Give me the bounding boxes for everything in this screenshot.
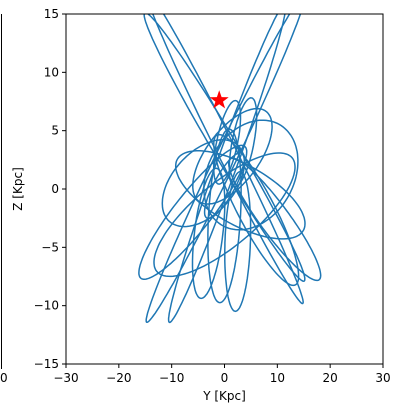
x-tick-label: 20 (323, 371, 338, 385)
orbit-loop (203, 119, 299, 231)
orbit-loop (167, 14, 286, 324)
x-axis-label: Y [Kpc] (202, 389, 246, 403)
orbit-loop (191, 167, 226, 300)
y-tick-label: −5 (41, 240, 59, 254)
orbit-loop (228, 97, 258, 188)
y-tick-label: −15 (34, 357, 59, 371)
orbit-loop (153, 152, 296, 278)
y-axis-label: Z [Kpc] (11, 167, 25, 210)
x-tick-label: −30 (53, 371, 78, 385)
orbit-loop (212, 99, 242, 185)
left-panel-tick-label: 30 (0, 371, 8, 385)
y-tick-label: 0 (51, 182, 59, 196)
x-tick-label: −10 (159, 371, 184, 385)
x-tick-label: 30 (375, 371, 390, 385)
x-axis: −30 −20 −10 0 10 20 30 (53, 364, 391, 385)
x-tick-label: −20 (106, 371, 131, 385)
orbit-loop (145, 14, 302, 323)
star-marker (209, 90, 229, 109)
orbit-loop (213, 133, 300, 287)
y-tick-label: −10 (34, 299, 59, 313)
y-tick-label: 15 (44, 7, 59, 21)
x-tick-label: 0 (221, 371, 229, 385)
orbit-loop (143, 14, 306, 282)
orbit-loop (192, 107, 273, 205)
orbit-loop (203, 151, 246, 220)
x-tick-label: 10 (270, 371, 285, 385)
y-tick-label: 10 (44, 65, 59, 79)
y-axis: −15 −10 −5 0 5 10 15 (34, 7, 66, 371)
orbit-trajectory (138, 14, 322, 324)
orbit-loop (161, 139, 246, 228)
y-tick-label: 5 (51, 124, 59, 138)
